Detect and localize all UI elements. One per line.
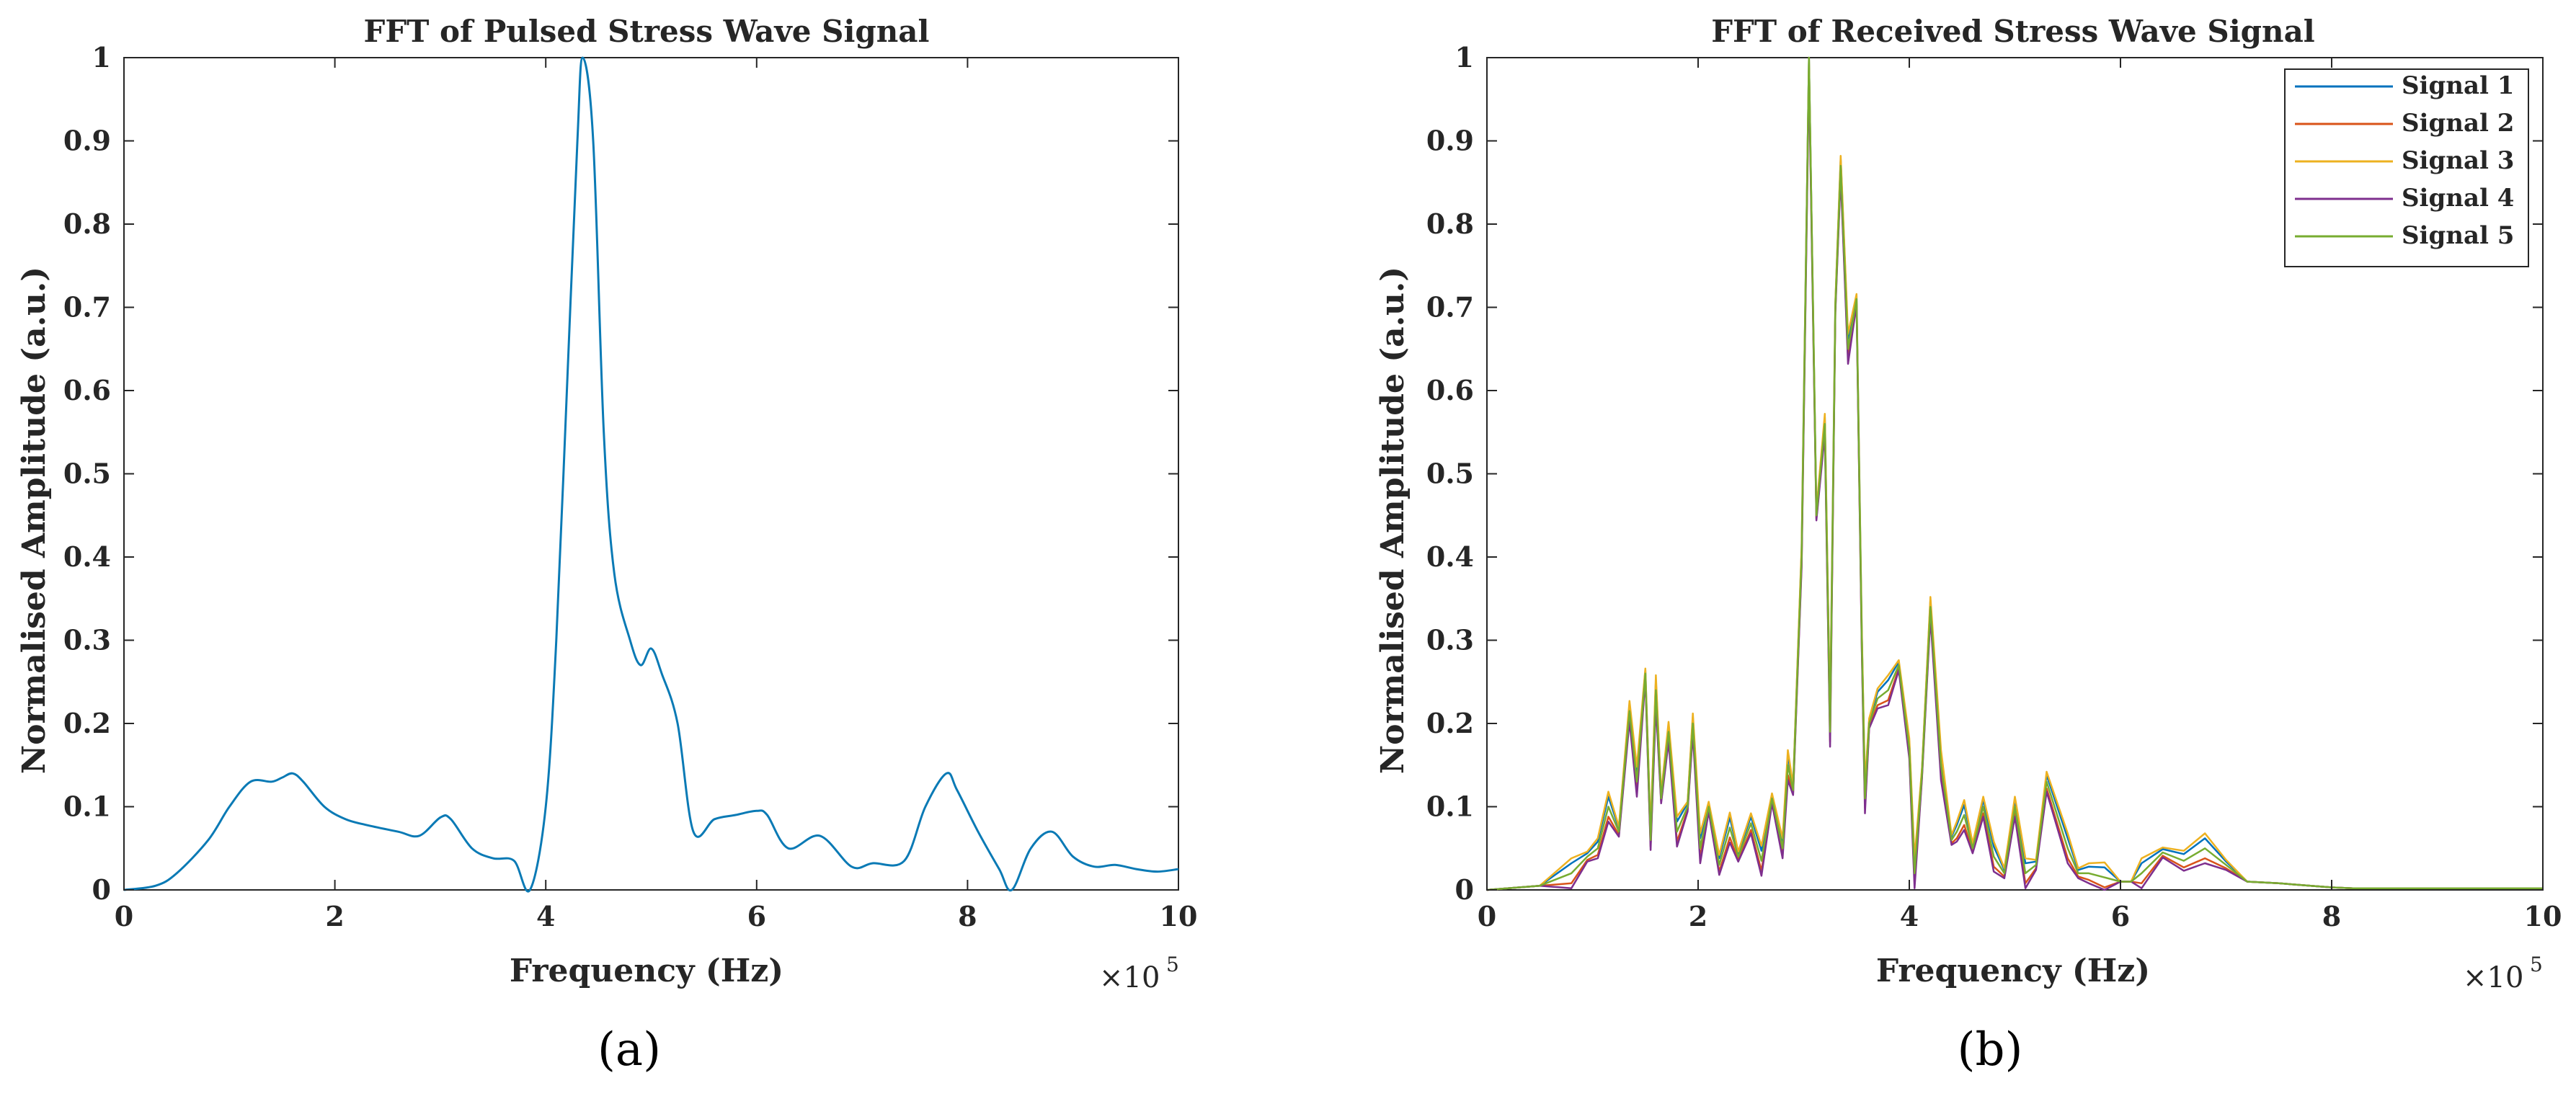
x-tick-label: 8 <box>2322 900 2341 932</box>
x-multiplier-exponent: 5 <box>1166 953 1179 976</box>
x-tick-label: 6 <box>2111 900 2130 932</box>
y-tick-label: 0 <box>92 873 111 906</box>
y-tick-label: 0.8 <box>63 208 111 240</box>
y-axis-label: Normalised Amplitude (a.u.) <box>1374 267 1411 774</box>
x-tick-label: 8 <box>958 900 977 932</box>
y-tick-label: 0.3 <box>1426 624 1474 656</box>
legend: Signal 1 Signal 2 Signal 3 Signal 4 Signal 5 <box>2284 68 2529 267</box>
y-tick-label: 1 <box>1455 41 1474 73</box>
chart-panel-b: FFT of Received Stress Wave Signal Frequ… <box>1288 0 2576 1096</box>
x-multiplier: ×10 <box>2463 961 2523 994</box>
y-tick-label: 0.7 <box>1426 291 1474 324</box>
y-tick-label: 0.3 <box>63 624 111 656</box>
x-tick-label: 4 <box>536 900 555 932</box>
legend-box <box>2284 68 2529 267</box>
x-multiplier-exponent: 5 <box>2530 953 2543 976</box>
legend-label: Signal 4 <box>2402 184 2514 213</box>
y-tick-label: 1 <box>92 41 111 73</box>
x-tick-label: 4 <box>1900 900 1919 932</box>
y-tick-label: 0.1 <box>63 790 111 823</box>
y-tick-label: 0.4 <box>1426 540 1474 573</box>
y-tick-label: 0.7 <box>63 291 111 324</box>
chart-title: FFT of Pulsed Stress Wave Signal <box>364 14 930 49</box>
series-line <box>1486 56 2543 891</box>
y-tick-label: 0.2 <box>63 707 111 739</box>
y-tick-label: 0.8 <box>1426 208 1474 240</box>
y-tick-label: 0.5 <box>1426 458 1474 490</box>
x-tick-label: 10 <box>2524 900 2562 932</box>
legend-label: Signal 5 <box>2402 221 2514 250</box>
y-tick-label: 0.5 <box>63 458 111 490</box>
y-tick-label: 0.6 <box>1426 374 1474 406</box>
chart-title: FFT of Received Stress Wave Signal <box>1711 14 2315 49</box>
y-tick-label: 0.2 <box>1426 707 1474 739</box>
x-axis-label: Frequency (Hz) <box>510 953 783 989</box>
x-tick-label: 0 <box>115 900 133 932</box>
y-tick-label: 0 <box>1455 873 1474 906</box>
x-axis-label: Frequency (Hz) <box>1876 953 2150 989</box>
y-tick-label: 0.4 <box>63 540 111 573</box>
x-tick-label: 2 <box>1689 900 1707 932</box>
panel-caption: (b) <box>1958 1023 2023 1077</box>
legend-label: Signal 1 <box>2402 71 2514 100</box>
series-line <box>123 56 1179 893</box>
x-tick-label: 2 <box>325 900 344 932</box>
fft-pulsed-chart: FFT of Pulsed Stress Wave Signal Frequen… <box>16 14 1198 1077</box>
y-axis-label: Normalised Amplitude (a.u.) <box>16 267 53 774</box>
x-tick-label: 0 <box>1478 900 1496 932</box>
y-tick-label: 0.1 <box>1426 790 1474 823</box>
y-tick-label: 0.9 <box>1426 125 1474 157</box>
chart-panel-a: FFT of Pulsed Stress Wave Signal Frequen… <box>16 14 1198 1077</box>
legend-label: Signal 3 <box>2402 146 2514 175</box>
legend-label: Signal 2 <box>2402 109 2514 138</box>
series-line <box>1486 71 2543 891</box>
fft-received-chart: FFT of Received Stress Wave Signal Frequ… <box>1374 14 2562 1077</box>
series-line <box>1486 56 2543 891</box>
y-tick-label: 0.9 <box>63 125 111 157</box>
panel-caption: (a) <box>598 1023 661 1077</box>
y-tick-label: 0.6 <box>63 374 111 406</box>
x-tick-label: 6 <box>747 900 766 932</box>
plot-area <box>123 57 1179 891</box>
x-tick-label: 10 <box>1160 900 1198 932</box>
x-multiplier: ×10 <box>1099 961 1160 994</box>
